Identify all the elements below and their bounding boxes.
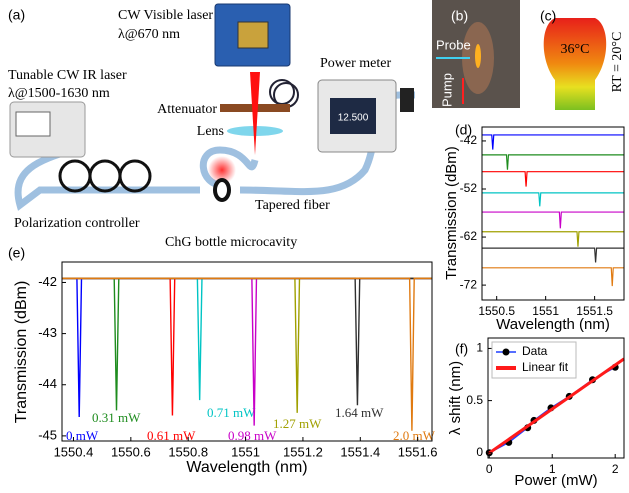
- series-line: [482, 268, 624, 286]
- series-label: 1.27 mW: [273, 416, 322, 431]
- x-tick-label: 1551.2: [283, 444, 323, 459]
- y-tick-label: 0.5: [466, 393, 483, 407]
- y-tick-label: 0: [476, 445, 483, 459]
- thermal-bottle: [544, 18, 607, 110]
- series-line: [482, 172, 624, 187]
- panel-label: (b): [451, 8, 468, 24]
- y-tick-label: -52: [460, 181, 478, 195]
- y-tick-label: -72: [460, 277, 478, 291]
- y-tick-label: -62: [460, 229, 478, 243]
- panel-label: (e): [8, 245, 25, 261]
- legend-label: Data: [522, 344, 548, 358]
- x-tick-label: 1550.8: [168, 444, 208, 459]
- x-tick-label: 1551: [231, 444, 260, 459]
- label: Power meter: [320, 56, 391, 71]
- x-tick-label: 1550.6: [111, 444, 151, 459]
- microcavity: [215, 180, 229, 200]
- x-tick-label: 1550.4: [54, 444, 94, 459]
- sensor-head: [400, 88, 414, 112]
- x-axis-title: Wavelength (nm): [186, 459, 307, 476]
- series-line: [482, 193, 624, 206]
- panel-label: (a): [8, 7, 25, 23]
- series-line: [482, 212, 624, 228]
- x-tick-label: 0: [486, 462, 493, 476]
- y-tick-label: -42: [460, 133, 478, 147]
- plot-frame: [482, 127, 624, 300]
- label: Pump: [439, 73, 454, 107]
- beam: [250, 72, 260, 155]
- series-line: [482, 135, 624, 150]
- label: λ@1500-1630 nm: [8, 86, 110, 101]
- figure: (a) CW Visible laser λ@670 nm Tunable CW…: [0, 0, 629, 493]
- x-axis-title: Power (mW): [514, 472, 597, 489]
- y-tick-label: -42: [38, 274, 57, 289]
- y-axis-title: Transmission (dBm): [443, 146, 460, 280]
- series-line: [482, 248, 624, 262]
- x-axis-title: Wavelength (nm): [496, 316, 610, 333]
- y-tick-label: -45: [38, 427, 57, 442]
- photo-glow: [475, 44, 481, 68]
- y-tick-label: -43: [38, 325, 57, 340]
- series-line: [482, 232, 624, 247]
- series-label: 0.71 mW: [207, 405, 256, 420]
- series-line: [482, 155, 624, 170]
- fiber: [18, 150, 200, 205]
- laser-plate: [238, 22, 268, 48]
- y-axis-title: λ shift (nm): [447, 361, 464, 435]
- label: Lens: [197, 124, 224, 139]
- legend-label: Linear fit: [522, 360, 569, 374]
- label: Polarization controller: [14, 216, 140, 231]
- label: Attenuator: [157, 102, 217, 117]
- series-label: 0.31 mW: [92, 410, 141, 425]
- x-tick-label: 1551.4: [340, 444, 380, 459]
- panel-label: (c): [540, 8, 556, 24]
- y-tick-label: -44: [38, 376, 57, 391]
- label: ChG bottle microcavity: [165, 235, 297, 250]
- label: Tunable CW IR laser: [8, 68, 127, 83]
- x-tick-label: 1551.6: [398, 444, 438, 459]
- label: Tapered fiber: [255, 198, 330, 213]
- y-axis-title: Transmission (dBm): [13, 281, 30, 424]
- series-label: 1.64 mW: [335, 405, 384, 420]
- meter-reading: 12.500: [338, 113, 369, 124]
- label: 36°C: [561, 42, 590, 57]
- series-line: [62, 278, 432, 410]
- ir-screen: [16, 112, 50, 136]
- label: CW Visible laser: [118, 8, 213, 23]
- y-tick-label: 1: [476, 341, 483, 355]
- label: RT = 20°C: [610, 32, 625, 93]
- page: (a) CW Visible laser λ@670 nm Tunable CW…: [0, 0, 629, 493]
- legend-marker: [503, 349, 510, 356]
- label: λ@670 nm: [118, 27, 180, 42]
- panel-label: (f): [455, 341, 468, 357]
- label: Probe: [436, 37, 471, 52]
- x-tick-label: 2: [612, 462, 619, 476]
